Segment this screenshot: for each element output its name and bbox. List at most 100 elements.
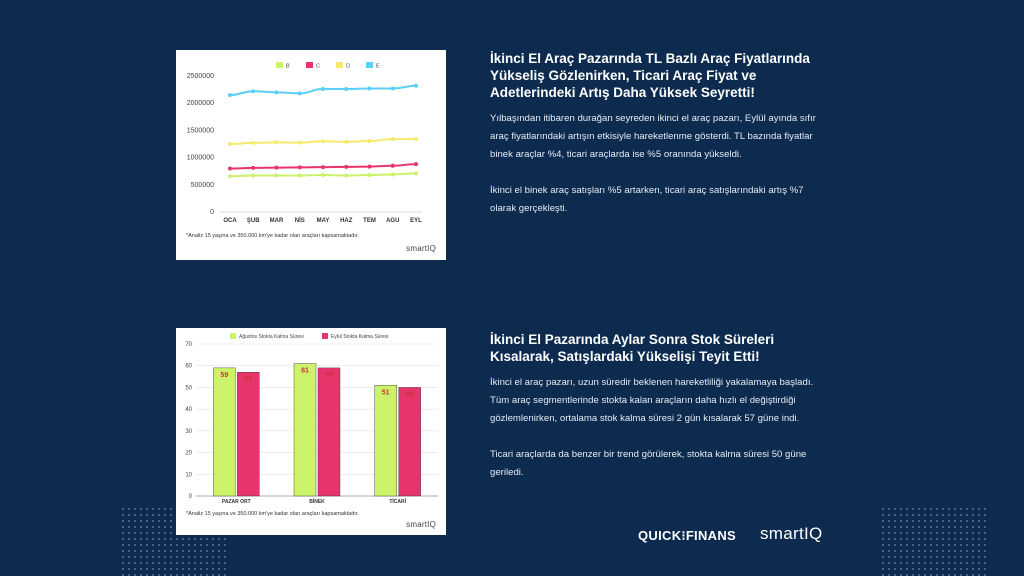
y-tick-label: 40: [185, 407, 192, 413]
line-chart-footnote: *Analiz 15 yaşına ve 350.000 km'ye kadar…: [186, 233, 359, 239]
bar-value-label: 50: [406, 391, 414, 398]
data-point-D: [390, 137, 395, 142]
bar-eylul: [237, 372, 260, 497]
bar-eylul: [398, 387, 421, 497]
data-point-E: [414, 83, 418, 88]
data-point-C: [321, 165, 325, 170]
data-point-D: [414, 137, 418, 142]
y-tick-label: 1000000: [187, 155, 214, 162]
data-point-C: [251, 165, 256, 170]
x-tick-label: ŞUB: [247, 218, 260, 224]
legend-label: E: [376, 64, 380, 70]
legend-swatch: [322, 333, 328, 339]
x-tick-label: MAR: [270, 218, 284, 224]
section-heading: İkinci El Araç Pazarında TL Bazlı Araç F…: [490, 51, 810, 100]
data-point-C: [228, 166, 232, 171]
x-tick-label: HAZ: [340, 218, 353, 224]
x-tick-label: TİCARİ: [389, 498, 406, 505]
data-point-E: [251, 89, 256, 94]
data-point-D: [251, 140, 256, 145]
bar-value-label: 51: [382, 389, 390, 396]
legend-swatch: [276, 62, 283, 68]
data-point-C: [367, 164, 372, 169]
bar-agustos: [374, 385, 397, 497]
data-point-C: [414, 162, 418, 167]
data-point-C: [390, 163, 395, 168]
legend-label: D: [346, 64, 350, 70]
data-point-E: [274, 90, 279, 95]
y-tick-label: 2500000: [187, 73, 214, 80]
y-tick-label: 30: [185, 429, 192, 435]
price-line-chart-panel: B C D E 0 500000 1000000 1500000 2000000 2500000 O…: [176, 50, 446, 260]
data-point-E: [344, 87, 349, 92]
bar-eylul: [317, 367, 341, 497]
legend-label: Eylül Stokta Kalma Süresi: [331, 334, 389, 340]
bar-value-label: 61: [301, 368, 309, 375]
legend-label: Ağustos Stokta Kalma Süresi: [239, 334, 304, 340]
stock-bar-chart-panel: Ağustos Stokta Kalma Süresi Eylül Stokta …: [176, 328, 446, 535]
y-tick-label: 2000000: [187, 100, 214, 107]
data-point-D: [297, 140, 302, 145]
x-tick-label: AGU: [386, 218, 399, 224]
section-paragraph: İkinci el binek araç satışları %5 artark…: [490, 185, 804, 214]
bar-chart-logo: smartIQ: [406, 520, 436, 529]
y-tick-label: 20: [185, 451, 192, 457]
decorative-dots-right: [880, 506, 990, 576]
data-point-C: [297, 165, 302, 170]
bar-value-label: 59: [325, 372, 333, 379]
legend-label: B: [286, 64, 290, 70]
smartiq-logo: smartIQ: [760, 524, 823, 543]
data-point-D: [367, 139, 372, 144]
data-point-B: [367, 173, 372, 178]
bar-chart-footnote: *Analiz 15 yaşına ve 350.000 km'ye kadar…: [186, 511, 359, 517]
section-price-trends: İkinci El Araç Pazarında TL Bazlı Araç F…: [490, 50, 850, 236]
legend-swatch: [306, 62, 313, 68]
section-paragraph: İkinci el araç pazarı, uzun süredir bekl…: [490, 377, 814, 424]
data-point-E: [321, 87, 325, 92]
y-tick-label: 0: [189, 494, 193, 500]
x-tick-label: NİS: [295, 217, 305, 224]
data-point-C: [344, 164, 349, 169]
data-point-B: [274, 173, 279, 178]
y-tick-label: 500000: [191, 182, 214, 189]
x-tick-label: PAZAR ORT: [222, 499, 251, 505]
stock-bar-chart: Ağustos Stokta Kalma Süresi Eylül Stokta …: [185, 333, 438, 505]
y-tick-label: 50: [185, 385, 192, 391]
data-point-E: [228, 93, 232, 98]
data-point-B: [251, 173, 256, 178]
legend-swatch: [336, 62, 343, 68]
section-paragraph: Ticari araçlarda da benzer bir trend gör…: [490, 449, 807, 478]
data-point-B: [321, 173, 325, 178]
y-tick-label: 70: [185, 342, 192, 348]
data-point-B: [228, 174, 232, 179]
data-point-B: [344, 173, 349, 178]
data-point-D: [344, 139, 349, 144]
y-tick-label: 1500000: [187, 127, 214, 134]
y-tick-label: 60: [185, 364, 192, 370]
data-point-D: [274, 140, 279, 145]
x-tick-label: MAY: [317, 218, 330, 224]
section-stock-durations: İkinci El Pazarında Aylar Sonra Stok Sür…: [490, 331, 850, 500]
data-point-B: [297, 173, 302, 178]
x-tick-label: OCA: [223, 218, 237, 224]
data-point-E: [367, 86, 372, 91]
data-point-B: [390, 172, 395, 177]
bar-value-label: 59: [220, 372, 228, 379]
legend-swatch: [230, 333, 236, 339]
data-point-B: [414, 171, 418, 176]
price-line-chart: B C D E 0 500000 1000000 1500000 2000000 2500000 O…: [187, 62, 422, 224]
data-point-E: [390, 86, 395, 91]
data-point-D: [228, 142, 232, 146]
x-tick-label: BİNEK: [309, 498, 325, 505]
data-point-D: [321, 139, 325, 144]
y-tick-label: 10: [185, 472, 192, 478]
x-tick-label: TEM: [363, 218, 376, 224]
data-point-E: [297, 91, 302, 96]
x-tick-label: EYL: [410, 218, 422, 224]
quick-finans-logo: QUICK⁝FINANS: [638, 528, 737, 543]
y-tick-label: 0: [210, 209, 214, 216]
legend-label: C: [316, 64, 320, 70]
data-point-C: [274, 165, 279, 170]
bar-agustos: [213, 367, 236, 497]
legend-swatch: [366, 62, 373, 68]
